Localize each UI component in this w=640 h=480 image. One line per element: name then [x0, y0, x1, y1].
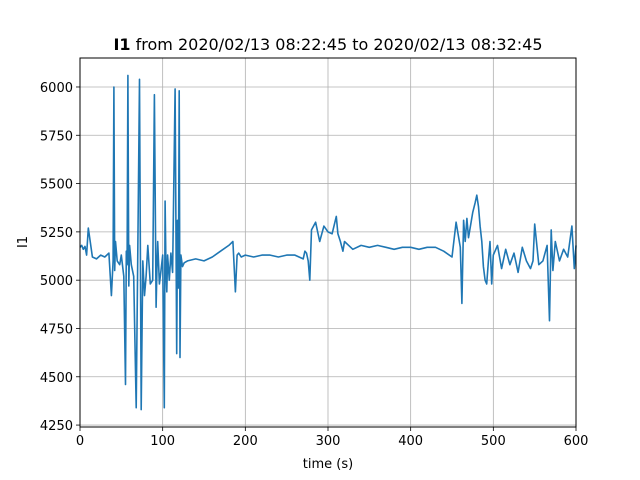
- x-tick-label: 100: [150, 434, 175, 449]
- y-tick-label: 5500: [40, 178, 73, 193]
- series-group: [79, 74, 577, 411]
- y-tick-label: 5750: [40, 129, 73, 144]
- x-tick-label: 400: [398, 434, 423, 449]
- series-line: [79, 74, 577, 411]
- x-tick-label: 600: [564, 434, 589, 449]
- x-axis: 0 100 200 300 400 500 600: [76, 427, 589, 449]
- title-time-range: from 2020/02/13 08:22:45 to 2020/02/13 0…: [131, 35, 543, 54]
- y-tick-label: 5000: [40, 274, 73, 289]
- x-tick-label: 500: [481, 434, 506, 449]
- y-tick-label: 4250: [40, 419, 73, 434]
- y-tick-label: 4750: [40, 322, 73, 337]
- x-tick-label: 0: [76, 434, 84, 449]
- title-variable: I1: [113, 35, 130, 54]
- y-tick-label: 4500: [40, 371, 73, 386]
- grid: [79, 58, 577, 427]
- y-axis-label: I1: [16, 236, 31, 248]
- y-tick-label: 6000: [40, 81, 73, 96]
- x-axis-label: time (s): [303, 457, 353, 472]
- chart-title: I1 from 2020/02/13 08:22:45 to 2020/02/1…: [113, 35, 542, 54]
- y-axis: 4250 4500 4750 5000 5250 5500 5750 6000: [40, 81, 80, 434]
- y-tick-label: 5250: [40, 226, 73, 241]
- x-tick-label: 300: [316, 434, 341, 449]
- x-tick-label: 200: [233, 434, 258, 449]
